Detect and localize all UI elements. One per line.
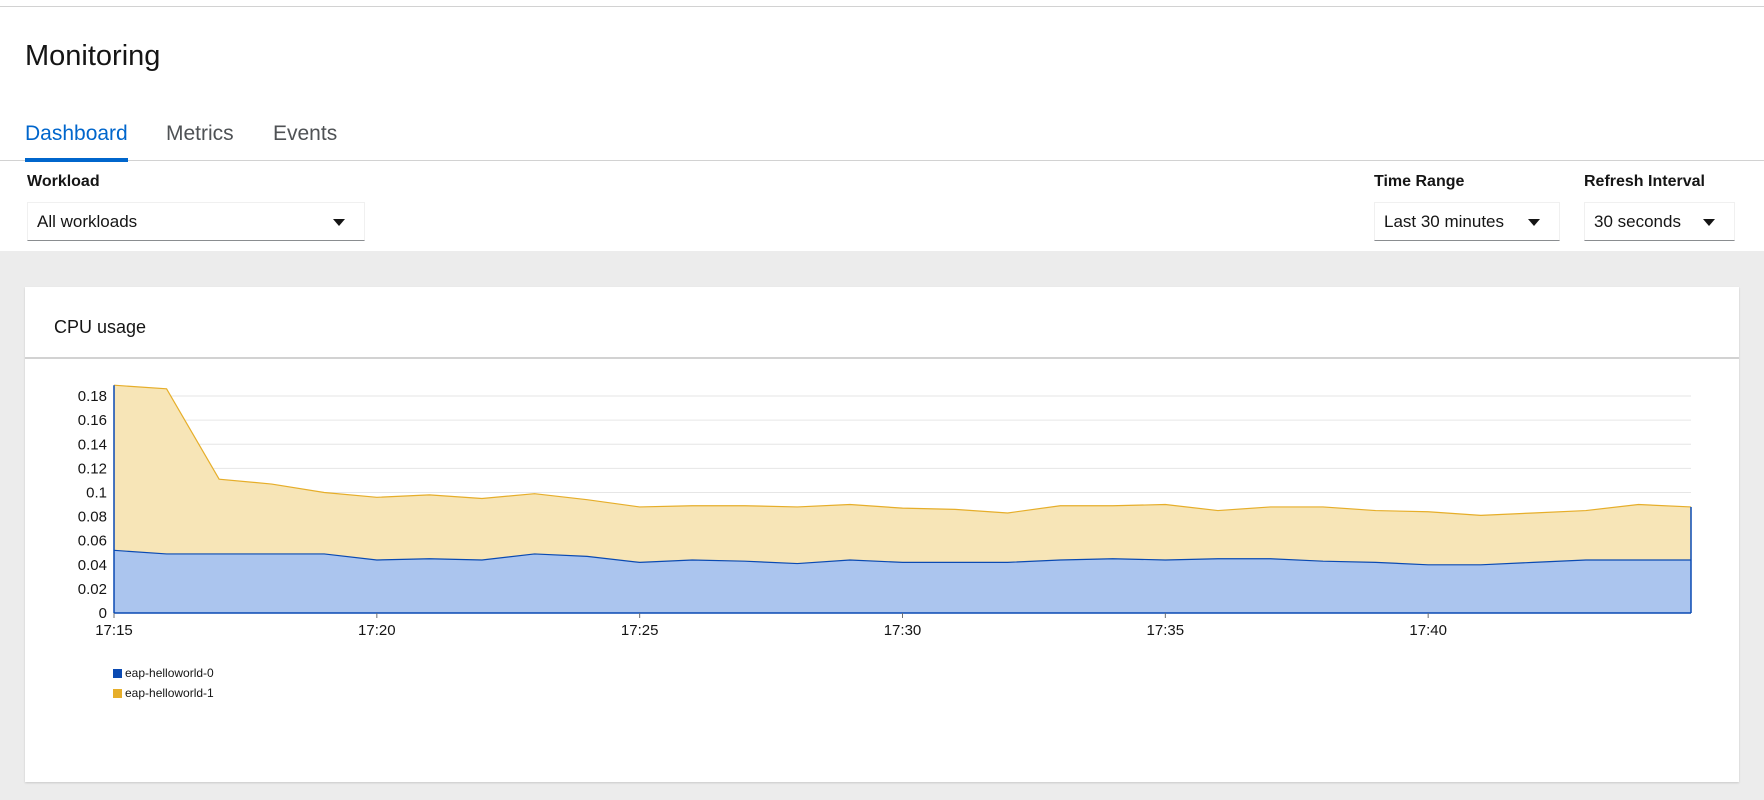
y-tick-label: 0 xyxy=(99,605,107,622)
x-tick-label: 17:15 xyxy=(95,622,133,639)
tab-events[interactable]: Events xyxy=(273,122,338,145)
y-tick-label: 0.12 xyxy=(78,460,107,477)
y-tick-label: 0.16 xyxy=(78,412,107,429)
caret-down-icon xyxy=(333,219,345,226)
tab-dashboard[interactable]: Dashboard xyxy=(25,122,128,162)
x-tick-label: 17:35 xyxy=(1147,622,1185,639)
legend-label: eap-helloworld-1 xyxy=(125,686,214,700)
cpu-usage-chart: 0 0.02 0.04 0.06 0.08 0.1 0.12 0.14 0.16 0.18 17:1… xyxy=(78,384,1692,639)
tab-metrics[interactable]: Metrics xyxy=(166,122,234,145)
legend-swatch xyxy=(113,668,122,678)
y-tick-label: 0.14 xyxy=(78,436,107,453)
time-range-select[interactable]: Last 30 minutes xyxy=(1374,202,1560,241)
refresh-interval-select[interactable]: 30 seconds xyxy=(1584,202,1735,241)
tab-bar: Dashboard Metrics Events xyxy=(0,114,1764,162)
x-tick-label: 17:40 xyxy=(1409,622,1447,639)
card-title: CPU usage xyxy=(54,317,147,337)
series-area-eap-helloworld-0 xyxy=(114,550,1691,613)
x-tick-label: 17:25 xyxy=(621,622,659,639)
cpu-usage-card: CPU usage 0 0.02 0.04 0.06 0.08 0.1 0.12 0.14 0.… xyxy=(25,287,1739,782)
series-line-eap-helloworld-1 xyxy=(113,384,1692,516)
workload-select-value: All workloads xyxy=(37,212,138,231)
top-divider xyxy=(0,6,1764,7)
legend-label: eap-helloworld-0 xyxy=(125,666,214,680)
legend-item: eap-helloworld-1 xyxy=(113,686,214,700)
time-range-select-value: Last 30 minutes xyxy=(1384,212,1505,231)
y-tick-label: 0.04 xyxy=(78,557,107,574)
workload-label: Workload xyxy=(27,173,100,190)
legend-swatch xyxy=(113,688,122,698)
time-range-label: Time Range xyxy=(1374,173,1465,190)
y-tick-label: 0.08 xyxy=(78,509,107,526)
y-tick-label: 0.02 xyxy=(78,581,107,598)
legend-item: eap-helloworld-0 xyxy=(113,666,214,680)
y-tick-label: 0.06 xyxy=(78,533,107,550)
y-tick-label: 0.1 xyxy=(86,484,107,501)
workload-select[interactable]: All workloads xyxy=(27,202,365,241)
refresh-interval-select-value: 30 seconds xyxy=(1594,212,1681,231)
series-line-eap-helloworld-0 xyxy=(113,549,1691,566)
y-tick-label: 0.18 xyxy=(78,388,107,405)
page-title: Monitoring xyxy=(25,40,161,72)
caret-down-icon xyxy=(1528,219,1540,226)
x-tick-label: 17:20 xyxy=(358,622,396,639)
card-divider xyxy=(25,357,1739,359)
series-area-eap-helloworld-1 xyxy=(114,385,1691,565)
caret-down-icon xyxy=(1703,219,1715,226)
refresh-interval-label: Refresh Interval xyxy=(1584,173,1705,190)
x-tick-label: 17:30 xyxy=(884,622,922,639)
